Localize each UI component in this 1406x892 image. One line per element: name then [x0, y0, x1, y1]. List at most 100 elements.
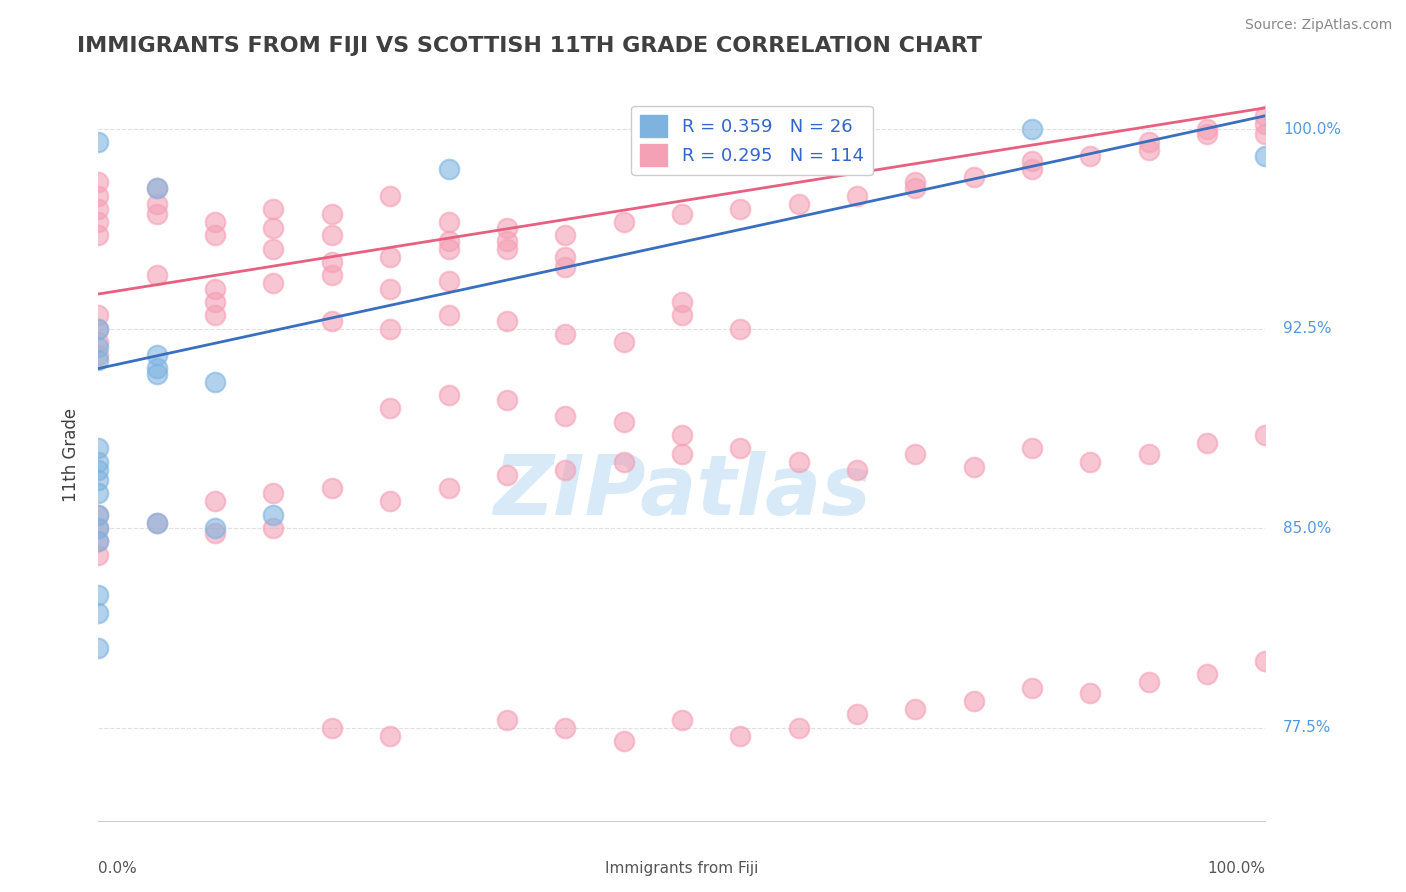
Point	[496, 467, 519, 482]
Point	[87, 353, 110, 368]
Point	[730, 729, 752, 743]
Point	[671, 308, 693, 322]
Point	[87, 136, 110, 150]
Point	[204, 282, 226, 296]
Point	[380, 321, 402, 335]
Point	[554, 228, 576, 243]
Point	[204, 228, 226, 243]
Point	[1021, 154, 1043, 169]
Point	[380, 494, 402, 508]
Point	[262, 242, 284, 256]
Point	[554, 250, 576, 264]
Point	[321, 207, 343, 221]
Point	[87, 588, 110, 602]
Point	[87, 521, 110, 535]
Point	[496, 242, 519, 256]
Text: 100.0%: 100.0%	[1282, 121, 1341, 136]
Point	[321, 255, 343, 269]
Point	[146, 207, 169, 221]
Point	[87, 340, 110, 354]
Y-axis label: 11th Grade: 11th Grade	[62, 408, 80, 502]
Point	[612, 334, 634, 349]
Point	[904, 447, 927, 461]
Point	[1137, 447, 1160, 461]
Point	[204, 521, 226, 535]
Text: 92.5%: 92.5%	[1282, 321, 1331, 336]
Point	[671, 447, 693, 461]
Point	[612, 415, 634, 429]
Point	[437, 308, 460, 322]
Point	[1080, 454, 1102, 468]
Point	[1197, 122, 1219, 136]
Point	[1197, 436, 1219, 450]
Point	[904, 702, 927, 716]
Point	[962, 169, 984, 184]
Point	[1254, 654, 1277, 668]
Point	[671, 295, 693, 310]
Point	[1254, 149, 1277, 163]
Point	[87, 462, 110, 476]
Point	[380, 282, 402, 296]
Point	[846, 188, 869, 202]
Point	[87, 473, 110, 487]
Point	[1137, 675, 1160, 690]
Point	[87, 606, 110, 620]
Point	[1254, 128, 1277, 142]
Point	[87, 454, 110, 468]
Point	[496, 313, 519, 327]
Point	[1080, 149, 1102, 163]
Point	[962, 694, 984, 708]
Point	[496, 234, 519, 248]
Point	[321, 721, 343, 735]
Point	[437, 161, 460, 176]
Point	[321, 481, 343, 495]
Point	[204, 295, 226, 310]
Point	[1197, 667, 1219, 681]
Point	[204, 375, 226, 389]
Point	[87, 308, 110, 322]
Point	[671, 428, 693, 442]
Point	[496, 393, 519, 408]
Point	[204, 526, 226, 541]
Point	[730, 202, 752, 216]
Point	[87, 321, 110, 335]
Point	[554, 326, 576, 341]
Point	[1254, 109, 1277, 123]
Point	[787, 196, 810, 211]
Point	[146, 361, 169, 376]
Point	[87, 334, 110, 349]
Point	[87, 202, 110, 216]
Point	[204, 494, 226, 508]
Point	[1137, 136, 1160, 150]
Point	[437, 215, 460, 229]
Point	[87, 508, 110, 522]
Text: 0.0%: 0.0%	[98, 861, 138, 876]
Point	[146, 196, 169, 211]
Point	[87, 508, 110, 522]
Text: 100.0%: 100.0%	[1208, 861, 1265, 876]
Point	[87, 348, 110, 362]
Point	[1080, 686, 1102, 700]
Point	[437, 234, 460, 248]
Point	[846, 707, 869, 722]
Point	[846, 462, 869, 476]
Point	[146, 180, 169, 194]
Point	[87, 534, 110, 549]
Point	[671, 207, 693, 221]
Point	[1254, 117, 1277, 131]
Point	[730, 321, 752, 335]
Point	[87, 228, 110, 243]
Text: Immigrants from Fiji: Immigrants from Fiji	[605, 861, 759, 876]
Point	[1021, 681, 1043, 695]
Point	[87, 521, 110, 535]
Point	[262, 486, 284, 500]
Point	[612, 215, 634, 229]
Point	[730, 442, 752, 456]
Point	[204, 215, 226, 229]
Point	[554, 409, 576, 424]
Point	[87, 188, 110, 202]
Point	[321, 313, 343, 327]
Point	[787, 721, 810, 735]
Point	[146, 268, 169, 283]
Point	[146, 348, 169, 362]
